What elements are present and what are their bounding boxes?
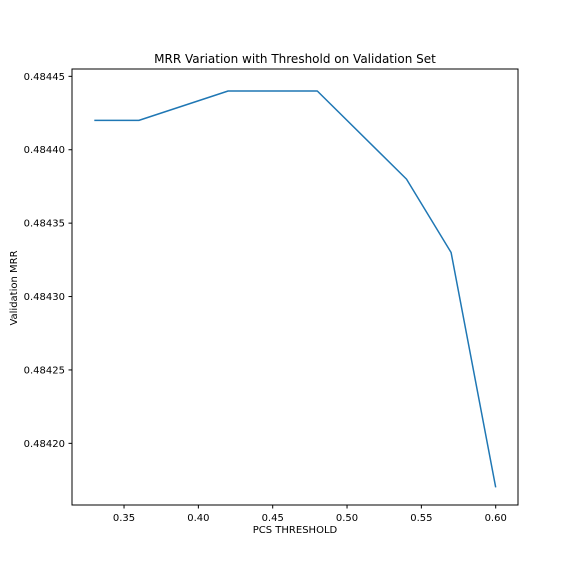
x-tick-label: 0.60 xyxy=(485,513,507,524)
y-axis-label: Validation MRR xyxy=(9,250,20,325)
y-tick-label: 0.48435 xyxy=(24,219,65,230)
y-tick-label: 0.48420 xyxy=(24,439,65,450)
y-axis-ticks: 0.48420 0.48425 0.48430 0.48435 0.48440 0.484… xyxy=(24,72,72,450)
x-tick-label: 0.40 xyxy=(187,513,209,524)
plot-area xyxy=(71,68,519,506)
series-line xyxy=(94,90,497,488)
x-tick-label: 0.50 xyxy=(336,513,358,524)
chart-title: MRR Variation with Threshold on Validati… xyxy=(154,52,436,66)
x-axis-ticks: 0.35 0.40 0.45 0.50 0.55 0.60 xyxy=(113,505,507,524)
plot-frame xyxy=(71,68,519,506)
y-tick-label: 0.48445 xyxy=(24,72,65,83)
y-tick-label: 0.48430 xyxy=(24,292,65,303)
x-tick-label: 0.55 xyxy=(410,513,432,524)
x-axis-label: PCS THRESHOLD xyxy=(253,525,338,536)
y-tick-label: 0.48440 xyxy=(24,145,65,156)
x-tick-label: 0.35 xyxy=(113,513,135,524)
y-tick-label: 0.48425 xyxy=(24,365,65,376)
x-tick-label: 0.45 xyxy=(262,513,284,524)
